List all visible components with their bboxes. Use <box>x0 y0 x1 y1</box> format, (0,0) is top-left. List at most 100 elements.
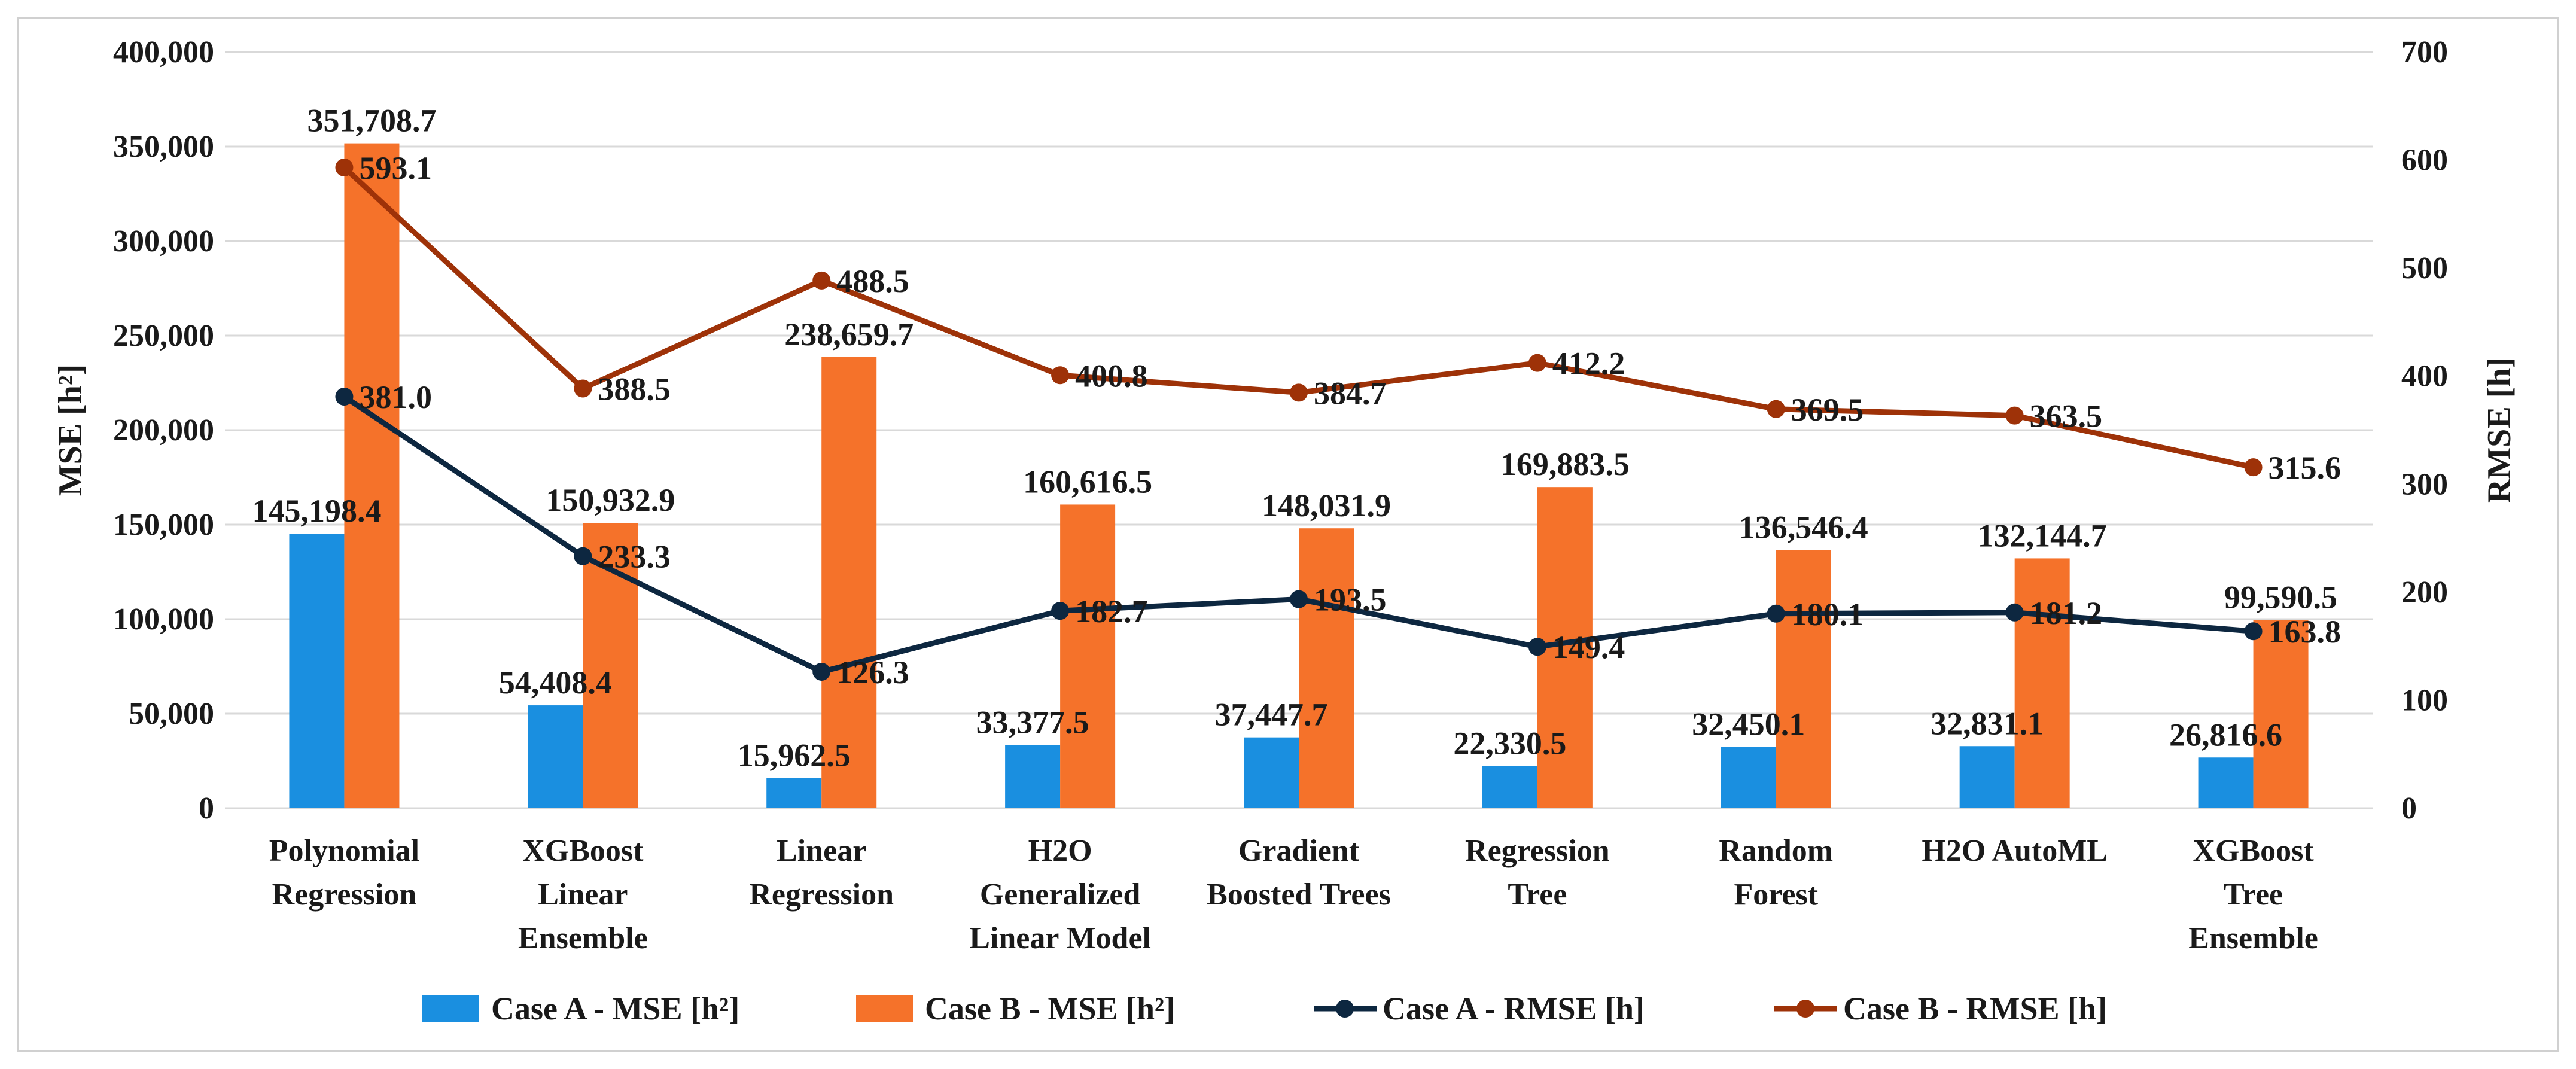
y-left-tick-label: 400,000 <box>113 35 214 69</box>
bar-data-label: 32,450.1 <box>1692 706 1805 742</box>
bar <box>289 534 345 808</box>
line-data-label: 126.3 <box>836 654 909 690</box>
line-data-label: 315.6 <box>2269 450 2341 486</box>
category-label: Tree <box>1508 878 1567 912</box>
line-marker <box>1528 354 1546 372</box>
bar-data-label: 145,198.4 <box>252 493 381 529</box>
y-left-tick-label: 0 <box>199 791 214 826</box>
line-marker <box>335 159 354 177</box>
bar-data-label: 22,330.5 <box>1453 725 1566 761</box>
y-left-tick-label: 250,000 <box>113 319 214 353</box>
category-label: Regression <box>272 878 417 912</box>
y-left-tick-label: 100,000 <box>113 602 214 636</box>
line-data-label: 149.4 <box>1552 629 1625 665</box>
category-label: XGBoost <box>522 834 644 868</box>
bar <box>1959 746 2015 808</box>
bar <box>1482 766 1537 808</box>
legend-marker <box>1336 1000 1354 1018</box>
bar-data-label: 32,831.1 <box>1931 705 2044 741</box>
y-right-tick-label: 700 <box>2401 35 2448 69</box>
category-label: XGBoost <box>2193 834 2314 868</box>
bars <box>289 143 2309 809</box>
bar <box>344 143 400 809</box>
y-left-tick-label: 150,000 <box>113 508 214 542</box>
category-label: Linear <box>777 834 866 868</box>
lines <box>335 159 2263 681</box>
bar-data-label: 132,144.7 <box>1978 517 2107 553</box>
bar <box>528 705 583 808</box>
category-label: Linear <box>538 878 628 912</box>
bar <box>1776 550 1831 808</box>
bar-data-label: 26,816.6 <box>2169 717 2282 753</box>
y-right-tick-label: 200 <box>2401 575 2448 610</box>
line-data-label: 488.5 <box>836 263 909 299</box>
line-marker <box>1290 383 1308 402</box>
category-label: Tree <box>2224 878 2283 912</box>
y-left-tick-label: 300,000 <box>113 224 214 258</box>
bar <box>1060 504 1116 808</box>
y-right-tick-label: 100 <box>2401 683 2448 717</box>
bar-data-label: 99,590.5 <box>2224 579 2337 615</box>
line-data-label: 593.1 <box>359 150 432 186</box>
category-label: Generalized <box>980 878 1141 912</box>
line-data-label: 412.2 <box>1552 346 1625 382</box>
mse-rmse-chart: 145,198.4 54,408.4 15,962.5 33,377.5 37,447.… <box>52 35 2518 1027</box>
line-data-label: 400.8 <box>1075 358 1148 394</box>
line-marker <box>812 271 831 290</box>
bar-data-label: 15,962.5 <box>738 738 851 773</box>
line-marker <box>2244 458 2263 477</box>
line-data-label: 181.2 <box>2030 595 2103 631</box>
line-marker <box>1528 638 1546 656</box>
legend-label: Case B - MSE [h²] <box>925 991 1175 1027</box>
y-right-tick-label: 0 <box>2401 791 2417 826</box>
bar <box>2198 757 2254 808</box>
bar-data-label: 54,408.4 <box>499 665 612 701</box>
bar-data-label: 136,546.4 <box>1739 510 1868 546</box>
y-left-tick-label: 50,000 <box>129 697 214 731</box>
category-label: Gradient <box>1238 834 1360 868</box>
legend-swatch <box>422 995 479 1022</box>
line-marker <box>1290 590 1308 608</box>
line-data-label: 180.1 <box>1791 596 1864 632</box>
bar <box>1244 737 1299 808</box>
bar-data-label: 238,659.7 <box>784 316 914 352</box>
bar-data-label: 37,447.7 <box>1215 697 1328 733</box>
line-marker <box>1051 366 1070 385</box>
bar-data-label: 160,616.5 <box>1023 464 1152 500</box>
bar-data-label: 33,377.5 <box>976 705 1089 741</box>
data-labels: 145,198.4 54,408.4 15,962.5 33,377.5 37,447.… <box>252 103 2341 773</box>
bar <box>1299 528 1354 808</box>
line-marker <box>1051 602 1070 620</box>
line-marker <box>574 547 592 565</box>
y-right-tick-label: 600 <box>2401 144 2448 178</box>
line-data-label: 193.5 <box>1314 582 1387 618</box>
bar <box>1721 747 1776 808</box>
line-data-label: 381.0 <box>359 379 432 415</box>
bar <box>821 357 877 808</box>
line-data-label: 388.5 <box>598 371 670 407</box>
line-marker <box>1767 400 1785 418</box>
line-marker <box>2005 603 2024 622</box>
category-label: Regression <box>1465 834 1610 868</box>
series-line <box>342 165 2254 470</box>
legend-label: Case A - MSE [h²] <box>491 991 739 1027</box>
line-data-label: 369.5 <box>1791 392 1864 428</box>
bar-data-label: 169,883.5 <box>1500 446 1630 482</box>
axes: 0 50,000 100,000 150,000 200,000 250,000 300,0… <box>52 35 2518 955</box>
line-marker <box>574 379 592 398</box>
category-label: Linear Model <box>969 921 1151 955</box>
legend-label: Case A - RMSE [h] <box>1383 991 1645 1027</box>
y-right-tick-label: 500 <box>2401 251 2448 285</box>
y-right-tick-label: 400 <box>2401 360 2448 394</box>
y-left-tick-label: 350,000 <box>113 130 214 164</box>
category-label: Ensemble <box>518 921 648 955</box>
category-label: Boosted Trees <box>1207 878 1391 912</box>
line-marker <box>2244 622 2263 641</box>
bar-data-label: 351,708.7 <box>307 103 436 139</box>
line-data-label: 182.7 <box>1075 593 1148 629</box>
category-label: Regression <box>749 878 894 912</box>
line-marker <box>812 662 831 681</box>
legend-swatch <box>856 995 913 1022</box>
legend-label: Case B - RMSE [h] <box>1843 991 2107 1027</box>
line-data-label: 363.5 <box>2030 398 2103 434</box>
